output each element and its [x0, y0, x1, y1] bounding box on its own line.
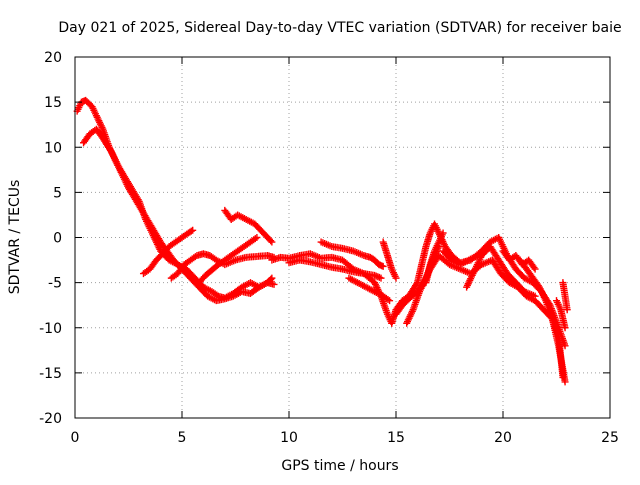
- y-tick-label: -5: [48, 276, 62, 292]
- y-tick-label: 20: [44, 50, 62, 66]
- data-layer: [73, 96, 571, 386]
- data-series: [559, 279, 571, 314]
- data-point: [384, 296, 392, 304]
- data-series: [285, 256, 385, 282]
- chart-title: Day 021 of 2025, Sidereal Day-to-day VTE…: [58, 20, 621, 36]
- x-tick-label: 20: [494, 430, 512, 446]
- x-tick-label: 15: [387, 430, 405, 446]
- y-tick-label: -10: [39, 321, 62, 337]
- data-point: [268, 238, 276, 246]
- y-axis-label: SDTVAR / TECUs: [7, 180, 23, 295]
- data-point: [530, 264, 538, 272]
- x-tick-label: 5: [178, 430, 187, 446]
- data-series: [463, 243, 539, 300]
- data-point: [191, 253, 199, 261]
- data-series: [345, 274, 394, 305]
- data-point: [267, 237, 275, 245]
- data-point: [267, 275, 275, 283]
- y-tick-label: 5: [53, 185, 62, 201]
- data-point: [270, 280, 278, 288]
- y-tick-label: 10: [44, 140, 62, 156]
- data-point: [392, 274, 400, 282]
- y-tick-label: -20: [39, 411, 62, 427]
- tick-layer: 0 5 10 15 20 25 -20 -15 -10 -5 0 5 10 15 20: [39, 50, 619, 446]
- data-series: [422, 229, 447, 287]
- x-tick-label: 25: [601, 430, 619, 446]
- data-point: [187, 227, 195, 235]
- data-point: [253, 234, 261, 241]
- data-point: [213, 291, 221, 299]
- y-tick-label: 0: [53, 231, 62, 247]
- data-series: [553, 297, 569, 332]
- x-tick-label: 0: [71, 430, 80, 446]
- data-point: [561, 324, 569, 332]
- data-point: [386, 297, 394, 305]
- data-point: [563, 306, 571, 314]
- data-point: [531, 292, 539, 300]
- y-tick-label: -15: [39, 366, 62, 382]
- data-series: [139, 226, 197, 278]
- x-axis-label: GPS time / hours: [281, 458, 398, 474]
- data-point: [379, 262, 387, 270]
- data-series: [516, 256, 569, 386]
- data-point: [268, 274, 276, 282]
- y-tick-label: 15: [44, 95, 62, 111]
- data-point: [561, 378, 569, 386]
- data-point: [189, 226, 197, 234]
- data-point: [377, 274, 385, 282]
- data-series: [317, 238, 387, 270]
- data-point: [439, 229, 447, 237]
- data-point: [412, 280, 420, 288]
- data-series: [379, 238, 400, 282]
- data-point: [531, 265, 539, 273]
- data-series: [195, 234, 261, 287]
- data-point: [251, 235, 259, 243]
- x-tick-label: 10: [280, 430, 298, 446]
- data-series: [221, 206, 276, 246]
